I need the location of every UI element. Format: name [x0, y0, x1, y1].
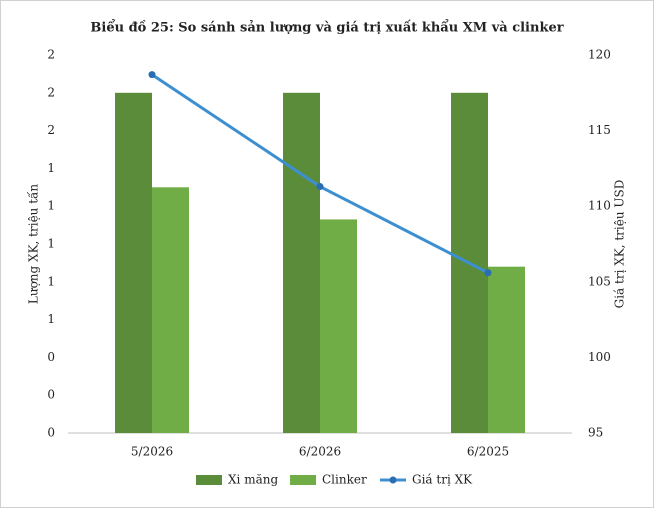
y2-tick-label: 120: [588, 48, 611, 62]
legend-label: Clinker: [322, 473, 367, 487]
y-tick-label: 0: [47, 426, 55, 440]
y-tick-label: 1: [47, 237, 55, 251]
bar: [115, 92, 152, 434]
y-tick-label: 1: [47, 199, 55, 213]
bar: [488, 266, 525, 433]
y-tick-label: 2: [47, 85, 55, 99]
y2-tick-label: 100: [588, 350, 611, 364]
y-tick-label: 2: [47, 48, 55, 62]
legend-label: Xi măng: [228, 473, 278, 487]
y-tick-label: 0: [47, 388, 55, 402]
legend-label: Giá trị XK: [412, 473, 473, 487]
y-tick-label: 1: [47, 274, 55, 288]
y2-axis-label: Giá trị XK, triệu USD: [613, 180, 627, 309]
x-tick-label: 5/2026: [131, 445, 173, 459]
y2-tick-label: 110: [588, 199, 611, 213]
y2-tick-label: 95: [588, 426, 603, 440]
y-axis-label: Lượng XK, triệu tấn: [26, 184, 41, 305]
line-marker: [148, 71, 156, 79]
bar: [152, 187, 189, 433]
y-tick-label: 2: [47, 123, 55, 137]
x-tick-label: 6/2025: [467, 445, 509, 459]
line-marker: [484, 269, 492, 277]
y-tick-label: 1: [47, 161, 55, 175]
y-tick-label: 0: [47, 350, 55, 364]
chart-title: Biểu đồ 25: So sánh sản lượng và giá trị…: [90, 20, 563, 36]
x-tick-label: 6/2026: [299, 445, 341, 459]
line-marker: [316, 183, 324, 191]
y2-tick-label: 115: [588, 123, 611, 137]
y2-tick-label: 105: [588, 274, 611, 288]
bar: [320, 219, 357, 433]
bar: [283, 92, 320, 434]
legend-swatch: [196, 475, 222, 485]
y-tick-label: 1: [47, 312, 55, 326]
legend-swatch: [290, 475, 316, 485]
legend-swatch: [389, 476, 397, 484]
